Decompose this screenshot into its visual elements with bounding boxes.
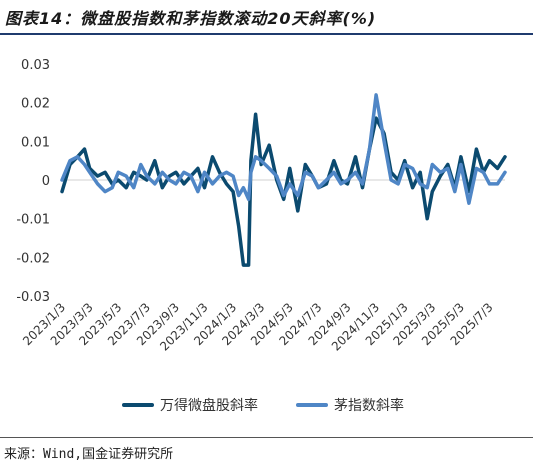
legend: 万得微盘股斜率 茅指数斜率 (0, 394, 533, 416)
line-chart: 0.03 0.02 0.01 0 -0.01 -0.02 -0.03 2023/1/3202… (16, 58, 507, 354)
y-tick-label: 0.01 (21, 135, 50, 150)
y-axis-ticks: 0.03 0.02 0.01 0 -0.01 -0.02 -0.03 (16, 58, 50, 305)
chart-title: 图表14：微盘股指数和茅指数滚动20天斜率(%) (5, 9, 377, 28)
series-lines (60, 93, 507, 267)
title-divider (0, 33, 533, 35)
legend-swatch-microcap (122, 403, 154, 407)
legend-label-microcap: 万得微盘股斜率 (160, 398, 258, 414)
legend-label-mao: 茅指数斜率 (334, 398, 404, 414)
series-line-mao (60, 93, 507, 205)
x-axis-ticks: 2023/1/32023/3/32023/5/32023/7/32023/9/3… (20, 300, 496, 353)
y-tick-label: -0.01 (16, 213, 50, 228)
source-note: 来源：Wind,国金证券研究所 (4, 447, 174, 462)
footer-divider (0, 437, 533, 438)
series-line-microcap (60, 112, 507, 267)
title-bar: 图表14：微盘股指数和茅指数滚动20天斜率(%) (0, 0, 533, 35)
y-tick-label: -0.03 (16, 290, 50, 305)
legend-item-microcap: 万得微盘股斜率 (122, 394, 258, 416)
legend-swatch-mao (296, 403, 328, 407)
y-tick-label: 0 (42, 174, 50, 189)
y-tick-label: 0.03 (21, 58, 50, 73)
y-tick-label: 0.02 (21, 97, 50, 112)
legend-item-mao: 茅指数斜率 (296, 394, 404, 416)
y-tick-label: -0.02 (16, 251, 50, 266)
